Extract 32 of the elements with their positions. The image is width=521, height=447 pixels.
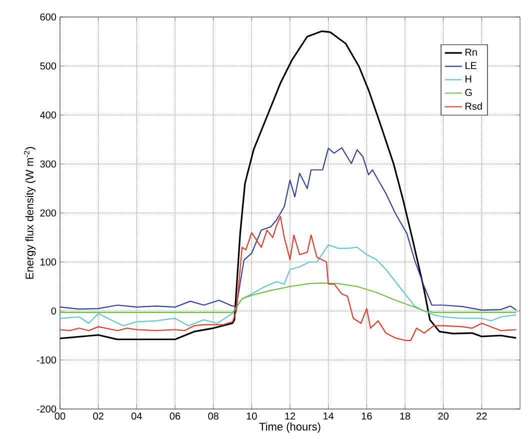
- x-tick-label: 18: [400, 412, 410, 420]
- y-tick-label: 600: [40, 13, 56, 21]
- legend-label: Rsd: [466, 102, 482, 110]
- y-tick-label: 100: [40, 258, 56, 266]
- line-series: [60, 244, 517, 326]
- y-tick-label: -200: [36, 405, 56, 413]
- legend-label: LE: [466, 62, 477, 70]
- y-tick-label: -100: [36, 356, 56, 364]
- x-tick-label: 06: [170, 412, 180, 420]
- line-series: [60, 147, 517, 311]
- x-tick-label: 00: [54, 412, 66, 420]
- y-tick-label: 200: [40, 209, 56, 217]
- x-tick-label: 20: [438, 412, 449, 420]
- x-tick-label: 04: [132, 412, 142, 420]
- legend-label: H: [466, 76, 472, 82]
- y-axis-title: Energy flux density (W m$^{-2}$): [24, 147, 36, 279]
- line-series: [60, 216, 517, 341]
- x-tick-label: 08: [208, 412, 218, 420]
- x-axis-title: Time (hours): [259, 422, 320, 433]
- x-tick-label: 12: [285, 412, 296, 420]
- y-tick-label: 0: [51, 307, 56, 315]
- x-tick-label: 22: [476, 412, 487, 420]
- x-tick-label: 16: [362, 412, 372, 420]
- y-tick-label: 500: [40, 62, 56, 70]
- line-series: [60, 282, 517, 314]
- legend-label: Rn: [466, 48, 477, 56]
- x-tick-label: 10: [246, 412, 257, 420]
- y-tick-label: 300: [40, 160, 56, 168]
- x-tick-label: 14: [324, 412, 334, 420]
- legend-label: G: [465, 88, 472, 96]
- x-tick-label: 02: [93, 412, 104, 420]
- y-tick-label: 400: [40, 111, 56, 119]
